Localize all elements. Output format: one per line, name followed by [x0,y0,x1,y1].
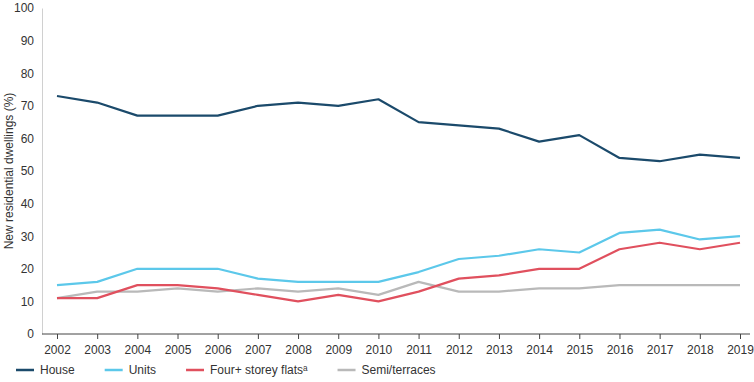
x-tick: 2017 [647,334,674,357]
x-tick-mark [539,334,540,339]
chart: 0102030405060708090100200220032004200520… [0,0,754,382]
x-tick: 2013 [486,334,513,357]
x-axis-line [42,334,750,335]
x-axis: 2002 2003 2004 2005 2006 2007 2008 2009 2010 2011… [42,334,754,357]
x-tick: 2007 [245,334,272,357]
x-tick: 2008 [285,334,312,357]
legend-item: Units [105,363,156,377]
x-tick: 2018 [687,334,714,357]
y-tick-label: 90 [21,34,35,48]
x-tick-mark [258,334,259,339]
x-tick: 2009 [325,334,352,357]
series-line [57,96,740,161]
x-tick-label: 2006 [205,343,232,357]
x-tick-mark [338,334,339,339]
y-axis-line [42,9,43,335]
x-tick-mark [459,334,460,339]
y-tick-label: 0 [27,327,34,341]
x-tick: 2015 [566,334,593,357]
y-tick-label: 40 [21,197,35,211]
y-tick: 80 [21,67,42,81]
x-tick-mark [57,334,58,339]
y-axis-title: New residential dwellings (%) [2,93,16,250]
legend-label: Semi/terraces [362,363,436,377]
x-tick: 2014 [526,334,553,357]
legend-label: Units [129,363,156,377]
x-tick-label: 2009 [325,343,352,357]
x-tick-label: 2016 [607,343,634,357]
y-tick: 90 [21,34,42,48]
x-tick: 2011 [406,334,432,357]
legend-label: Four+ storey flatsᵃ [210,363,308,377]
y-tick-label: 70 [21,99,35,113]
y-tick: 70 [21,99,42,113]
legend-item: Semi/terraces [338,363,436,377]
y-tick: 40 [21,197,42,211]
x-tick: 2010 [366,334,393,357]
x-tick-label: 2019 [727,343,754,357]
x-tick: 2002 [44,334,71,357]
x-tick-label: 2008 [285,343,312,357]
x-tick-mark [218,334,219,339]
x-tick-label: 2017 [647,343,674,357]
legend-label: House [40,363,75,377]
legend-swatch [186,369,204,372]
legend-swatch [16,369,34,372]
x-tick-mark [97,334,98,339]
x-tick: 2005 [165,334,192,357]
y-tick-label: 10 [21,295,35,309]
x-tick-mark [178,334,179,339]
y-tick: 10 [21,295,42,309]
legend-swatch [338,369,356,372]
x-tick-mark [378,334,379,339]
legend-item: Four+ storey flatsᵃ [186,363,308,377]
x-tick-mark [579,334,580,339]
series-line [57,230,740,285]
x-tick-mark [419,334,420,339]
x-tick: 2019 [727,334,754,357]
y-tick: 0 [27,327,42,341]
x-tick-label: 2012 [446,343,473,357]
x-tick-mark [137,334,138,339]
y-tick-label: 30 [21,230,35,244]
y-tick-label: 50 [21,164,35,178]
series-line [57,243,740,302]
legend-item: House [16,363,75,377]
y-tick: 60 [21,132,42,146]
x-tick-label: 2018 [687,343,714,357]
x-tick: 2006 [205,334,232,357]
x-tick-label: 2011 [406,343,432,357]
y-tick-label: 80 [21,67,35,81]
y-tick: 100 [14,1,42,15]
y-tick-label: 60 [21,132,35,146]
x-tick-mark [740,334,741,339]
x-tick: 2016 [607,334,634,357]
x-tick-mark [499,334,500,339]
lines [57,96,740,301]
x-tick-label: 2010 [366,343,393,357]
x-tick-mark [660,334,661,339]
x-tick-mark [619,334,620,339]
x-tick-label: 2005 [165,343,192,357]
x-tick-label: 2013 [486,343,513,357]
x-tick-label: 2002 [44,343,71,357]
y-tick: 50 [21,164,42,178]
x-tick: 2003 [84,334,111,357]
x-tick-mark [700,334,701,339]
legend: House Units Four+ storey flatsᵃ Semi/terrac… [16,363,436,377]
y-tick: 20 [21,262,42,276]
x-tick-mark [298,334,299,339]
x-tick-label: 2003 [84,343,111,357]
x-tick-label: 2004 [125,343,152,357]
x-tick: 2004 [125,334,152,357]
x-tick-label: 2007 [245,343,272,357]
x-tick-label: 2015 [566,343,593,357]
x-tick-label: 2014 [526,343,553,357]
y-tick-label: 100 [14,1,34,15]
legend-swatch [105,369,123,372]
y-tick: 30 [21,230,42,244]
y-axis: 0 10 20 30 40 50 60 70 80 90 100 [14,1,43,341]
y-tick-label: 20 [21,262,35,276]
x-tick: 2012 [446,334,473,357]
